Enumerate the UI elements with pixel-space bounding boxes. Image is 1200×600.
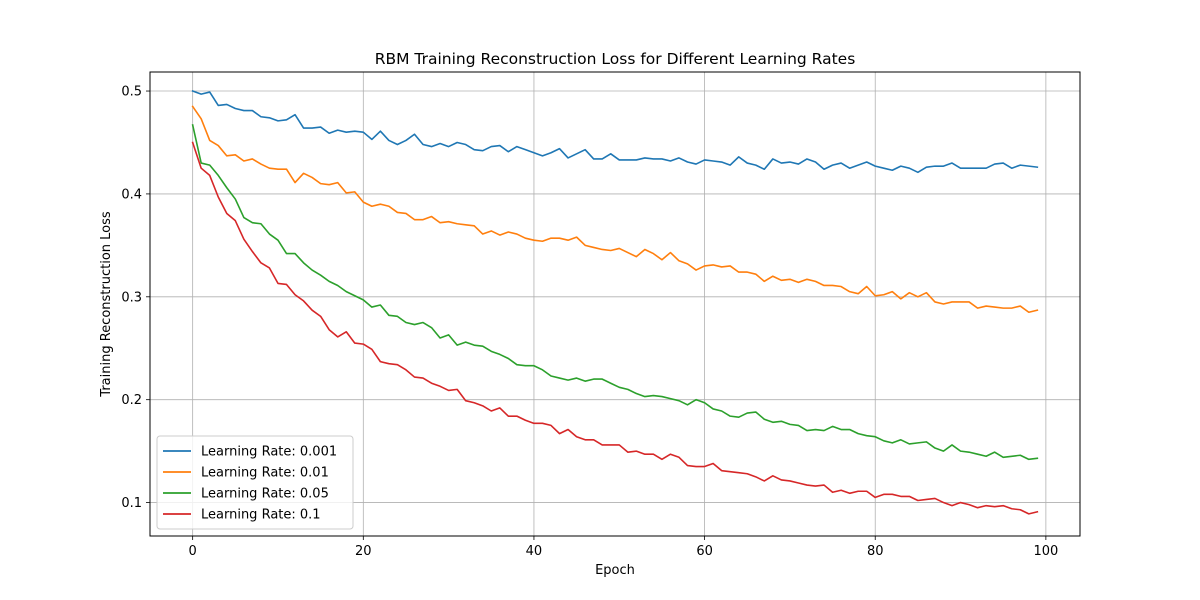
x-axis-title: Epoch: [595, 563, 635, 578]
series-line-3: [191, 124, 1039, 461]
legend-box: [156, 435, 354, 530]
y-axis-title: Training Reconstruction Loss: [99, 211, 114, 398]
legend-label-2: Learning Rate: 0.01: [201, 466, 329, 481]
chart-title: RBM Training Reconstruction Loss for Dif…: [375, 50, 856, 68]
x-tick-label: 60: [696, 544, 713, 559]
legend-label-1: Learning Rate: 0.001: [201, 445, 337, 460]
series-lines: [191, 90, 1039, 515]
y-tick-label: 0.1: [121, 496, 142, 511]
legend: Learning Rate: 0.001 Learning Rate: 0.01 L…: [156, 435, 354, 530]
series-line-4: [191, 141, 1039, 515]
plot-frame: [149, 71, 1081, 537]
x-tick-label: 0: [189, 544, 197, 559]
y-tick-label: 0.2: [121, 393, 142, 408]
legend-label-4: Learning Rate: 0.1: [201, 508, 321, 523]
x-tick-label: 80: [867, 544, 884, 559]
x-tick-label: 40: [526, 544, 543, 559]
y-tick-label: 0.4: [121, 187, 142, 202]
x-tick-label: 20: [355, 544, 372, 559]
legend-label-3: Learning Rate: 0.05: [201, 487, 329, 502]
series-line-1: [191, 90, 1039, 174]
x-axis: 0 20 40 60 80 100: [189, 536, 1058, 559]
y-axis: 0.1 0.2 0.3 0.4 0.5: [121, 85, 150, 511]
series-line-2: [191, 105, 1039, 314]
y-tick-label: 0.5: [121, 85, 142, 100]
y-tick-label: 0.3: [121, 290, 142, 305]
x-tick-label: 100: [1033, 544, 1058, 559]
grid: [150, 72, 1080, 536]
